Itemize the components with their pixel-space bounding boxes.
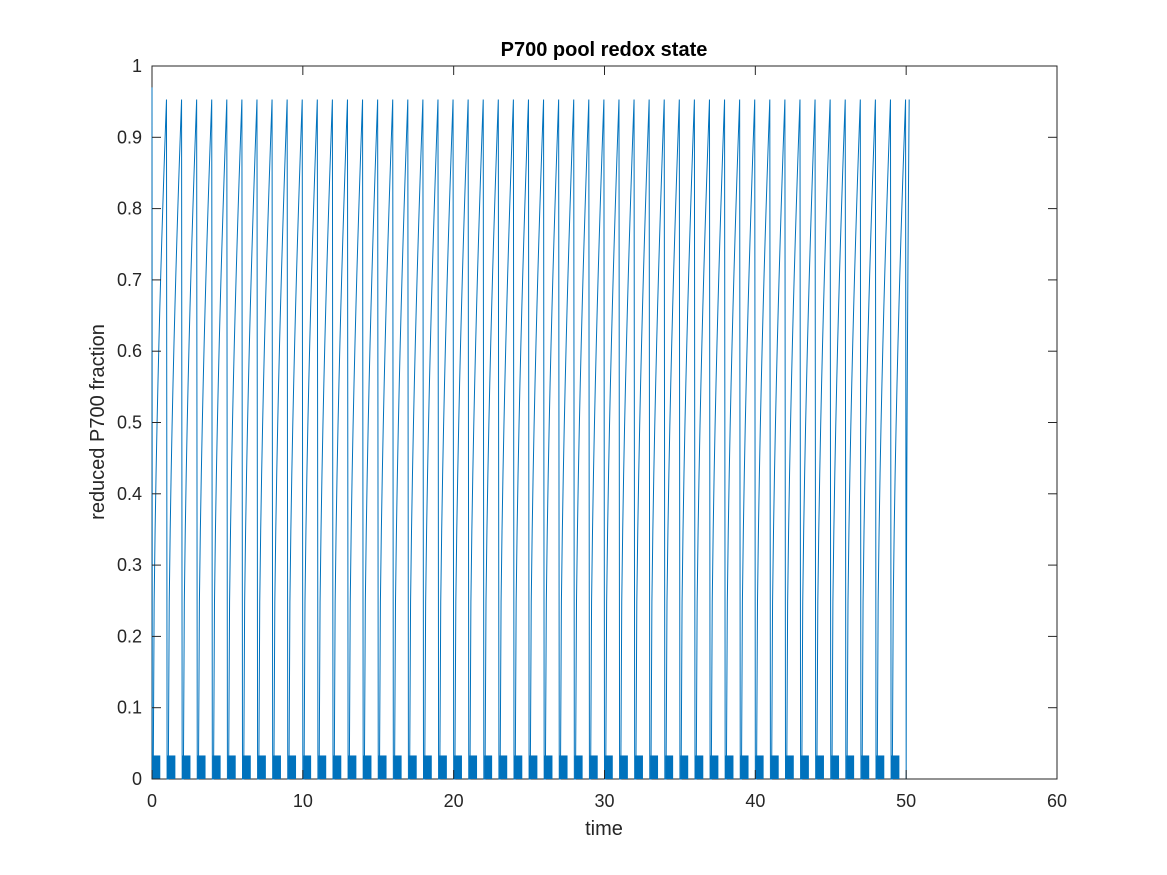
series-band-segment xyxy=(770,755,779,779)
y-tick-label: 0.9 xyxy=(117,127,142,147)
series-band-segment xyxy=(303,755,312,779)
series-band-segment xyxy=(634,755,643,779)
plot-area: 0 10 20 30 40 50 60 0 0.1 0.2 0.3 0.4 0.5 0.6 0.7 0.8 0.… xyxy=(117,56,1067,811)
series-band-segment xyxy=(755,755,764,779)
x-tick-label: 40 xyxy=(745,791,765,811)
series-band-segment xyxy=(182,755,191,779)
series-band-segment xyxy=(227,755,236,779)
series-band-segment xyxy=(876,755,885,779)
series-band-segment xyxy=(438,755,447,779)
series-band-segment xyxy=(197,755,206,779)
y-tick-label: 0.6 xyxy=(117,341,142,361)
series-band-segment xyxy=(815,755,824,779)
series-band-segment xyxy=(604,755,613,779)
series-band-segment xyxy=(499,755,508,779)
series-band-segment xyxy=(861,755,870,779)
series-band-segment xyxy=(408,755,417,779)
series-band-segment xyxy=(589,755,598,779)
y-tick-label: 0.3 xyxy=(117,555,142,575)
series-band-segment xyxy=(514,755,523,779)
chart-title: P700 pool redox state xyxy=(501,39,708,61)
series-band-segment xyxy=(529,755,538,779)
x-tick-label: 50 xyxy=(896,791,916,811)
series-band-segment xyxy=(559,755,568,779)
x-tick-label: 60 xyxy=(1047,791,1067,811)
y-tick-label: 0 xyxy=(132,769,142,789)
y-tick-label: 1 xyxy=(132,56,142,76)
series-band-segment xyxy=(318,755,327,779)
series-band-segment xyxy=(619,755,628,779)
series-band-segment xyxy=(891,755,900,779)
x-tick-label: 20 xyxy=(444,791,464,811)
y-tick-label: 0.4 xyxy=(117,484,142,504)
series-band-segment xyxy=(846,755,855,779)
series-layer xyxy=(151,87,910,780)
series-band-segment xyxy=(469,755,478,779)
series-band-segment xyxy=(544,755,553,779)
series-band-segment xyxy=(800,755,809,779)
series-band-segment xyxy=(453,755,462,779)
y-tick-label: 0.2 xyxy=(117,626,142,646)
y-axis-label: reduced P700 fraction xyxy=(87,324,109,520)
series-band-segment xyxy=(152,755,161,779)
ticks-layer: 0 10 20 30 40 50 60 0 0.1 0.2 0.3 0.4 0.5 0.6 0.7 0.8 0.… xyxy=(117,56,1067,811)
x-tick-label: 10 xyxy=(293,791,313,811)
series-band-segment xyxy=(650,755,659,779)
series-band-segment xyxy=(348,755,357,779)
series-band-segment xyxy=(695,755,704,779)
series-band-segment xyxy=(272,755,281,779)
series-band-segment xyxy=(423,755,432,779)
series-band-segment xyxy=(363,755,372,779)
x-tick-label: 0 xyxy=(147,791,157,811)
y-tick-label: 0.8 xyxy=(117,199,142,219)
series-band-segment xyxy=(393,755,402,779)
series-band-segment xyxy=(378,755,387,779)
series-band-segment xyxy=(484,755,493,779)
series-band-segment xyxy=(785,755,794,779)
x-tick-label: 30 xyxy=(594,791,614,811)
series-band-segment xyxy=(680,755,689,779)
series-band-segment xyxy=(831,755,840,779)
series-band-segment xyxy=(257,755,266,779)
series-band-segment xyxy=(710,755,719,779)
series-band-segment xyxy=(665,755,674,779)
series-band-segment xyxy=(167,755,176,779)
series-line xyxy=(151,87,910,780)
series-band-segment xyxy=(740,755,749,779)
series-band-segment xyxy=(574,755,583,779)
series-band-segment xyxy=(725,755,734,779)
series-band-segment xyxy=(288,755,297,779)
series-band-segment xyxy=(333,755,342,779)
series-band-segment xyxy=(242,755,251,779)
x-axis-label: time xyxy=(585,818,623,840)
y-tick-label: 0.5 xyxy=(117,413,142,433)
series-band-segment xyxy=(212,755,221,779)
y-tick-label: 0.7 xyxy=(117,270,142,290)
y-tick-label: 0.1 xyxy=(117,698,142,718)
